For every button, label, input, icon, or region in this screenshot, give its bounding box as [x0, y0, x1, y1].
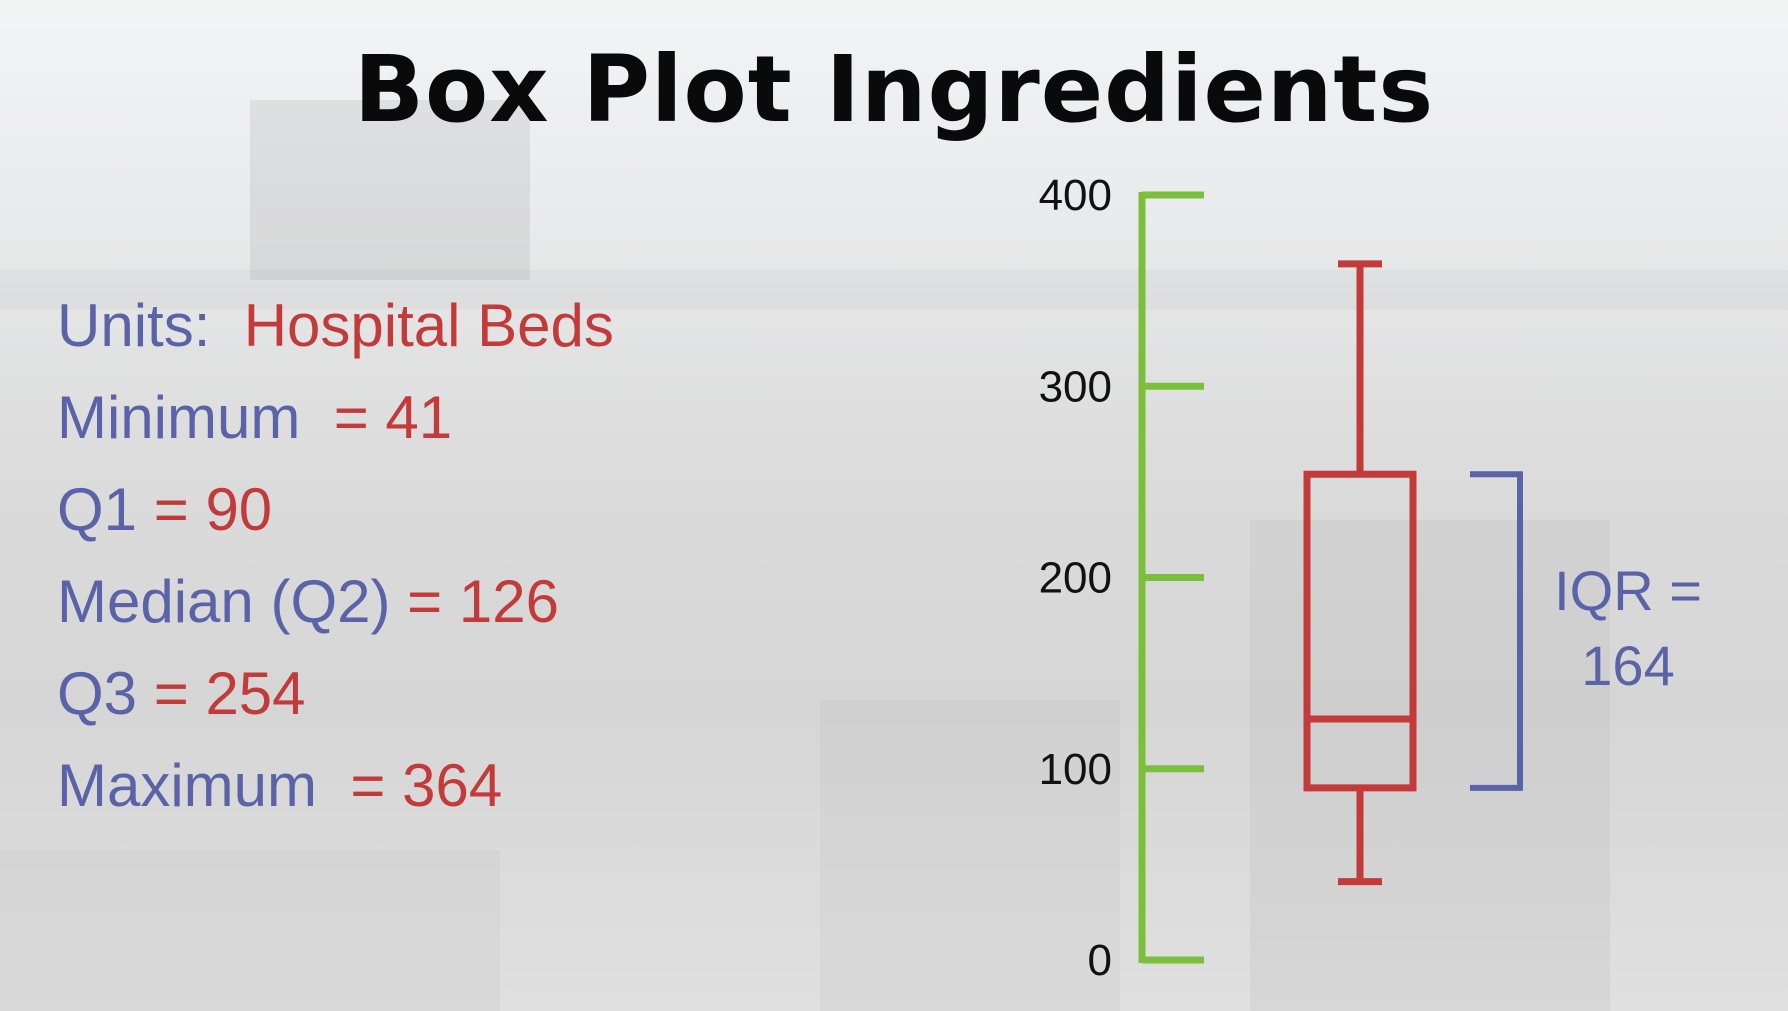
y-axis-tick-label: 100 — [1039, 745, 1112, 794]
stat-q3: Q3 = 254 — [57, 654, 614, 746]
maximum-equals: = — [350, 752, 386, 819]
background-building — [0, 850, 500, 1011]
background-building — [0, 270, 1788, 310]
q3-label: Q3 — [57, 660, 138, 727]
iqr-bracket — [1470, 471, 1523, 791]
stat-maximum: Maximum = 364 — [57, 746, 614, 838]
box-plot — [1303, 260, 1417, 886]
iqr-box — [1303, 470, 1417, 792]
background-building — [250, 100, 530, 280]
q1-label: Q1 — [57, 476, 138, 543]
stat-units: Units: Hospital Beds — [57, 286, 614, 378]
median-value: 126 — [458, 568, 559, 635]
units-label: Units: — [57, 292, 211, 359]
q1-value: 90 — [205, 476, 273, 543]
y-axis-tick-label: 200 — [1039, 554, 1112, 603]
median-label: Median (Q2) — [57, 568, 391, 635]
units-value: Hospital Beds — [243, 292, 614, 359]
iqr-value: 164 — [1581, 634, 1674, 697]
q3-value: 254 — [205, 660, 306, 727]
minimum-equals: = — [333, 384, 369, 451]
minimum-label: Minimum — [57, 384, 301, 451]
y-axis: 0 100 200 300 400 — [1039, 171, 1204, 985]
stat-median: Median (Q2) = 126 — [57, 562, 614, 654]
q1-equals: = — [153, 476, 189, 543]
median-equals: = — [407, 568, 443, 635]
y-axis-tick-label: 0 — [1088, 936, 1112, 985]
iqr-annotation: IQR = 164 — [1470, 471, 1702, 791]
q3-equals: = — [153, 660, 189, 727]
stat-q1: Q1 = 90 — [57, 470, 614, 562]
maximum-value: 364 — [402, 752, 503, 819]
maximum-label: Maximum — [57, 752, 318, 819]
y-axis-tick-label: 400 — [1039, 171, 1112, 220]
stat-minimum: Minimum = 41 — [57, 378, 614, 470]
background-building — [820, 700, 1120, 1011]
page-title: Box Plot Ingredients — [353, 36, 1435, 143]
iqr-label: IQR = — [1554, 559, 1702, 622]
stats-list: Units: Hospital Beds Minimum = 41 Q1 = 9… — [57, 286, 614, 838]
y-axis-tick-label: 300 — [1039, 362, 1112, 411]
minimum-value: 41 — [385, 384, 453, 451]
